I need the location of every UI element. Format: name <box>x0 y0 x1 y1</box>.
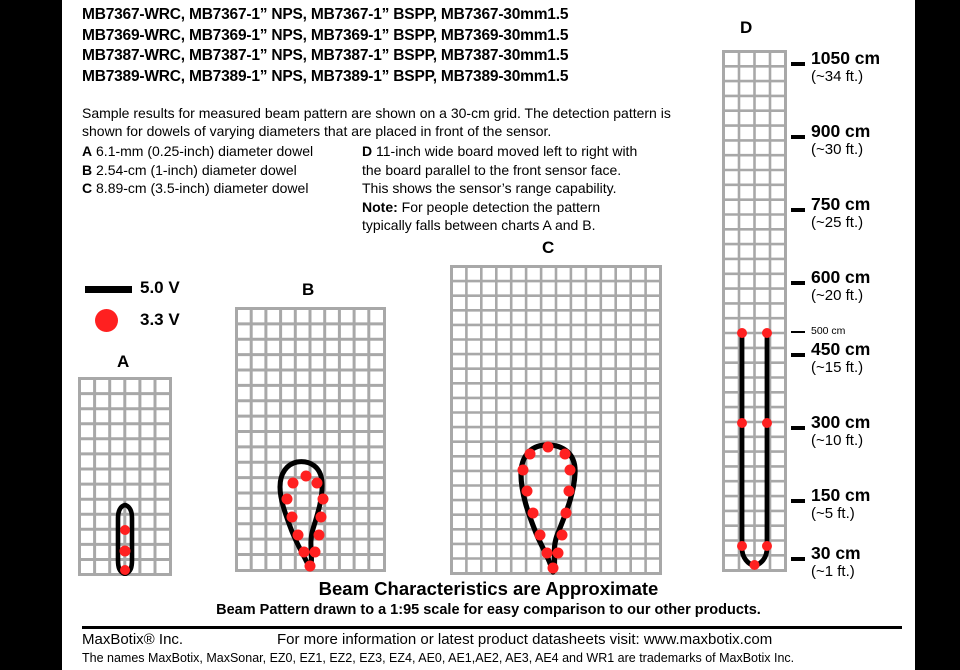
beam-outline-a <box>115 502 135 576</box>
legend-dot-label: 3.3 V <box>140 310 180 329</box>
scale-cm-300: 300 cm <box>811 412 871 432</box>
beam-chart-a-svg <box>78 377 172 576</box>
d-text-1: 11-inch wide board moved left to right w… <box>376 143 638 159</box>
scale-ft-150: (~5 ft.) <box>811 505 855 522</box>
datasheet-page: MB7367-WRC, MB7367-1” NPS, MB7367-1” BSP… <box>62 0 915 670</box>
beam-chart-c <box>450 265 662 575</box>
d-line-3: This shows the sensor’s range capability… <box>362 180 617 196</box>
scale-ft-1050: (~34 ft.) <box>811 68 864 85</box>
dowel-item-c: C 8.89-cm (3.5-inch) diameter dowel <box>82 179 372 198</box>
scale-cm-750: 750 cm <box>811 194 871 214</box>
d-key: D <box>362 143 373 159</box>
product-title: MB7367-WRC, MB7367-1” NPS, MB7367-1” BSP… <box>82 5 742 87</box>
scale-ft-900: (~30 ft.) <box>811 141 864 158</box>
scale-cm-150: 150 cm <box>811 485 871 505</box>
scale-cm-450: 450 cm <box>811 339 871 359</box>
dowel-key-a: A <box>82 143 93 159</box>
legend-line-swatch <box>85 286 132 293</box>
beam-chart-b-svg <box>235 307 386 572</box>
chart-label-b: B <box>302 280 315 299</box>
title-line-4: MB7389-WRC, MB7389-1” NPS, MB7389-1” BSP… <box>82 67 569 85</box>
dowel-text-b: 2.54-cm (1-inch) diameter dowel <box>96 161 297 178</box>
dowel-key-b: B <box>82 161 93 178</box>
detection-points-b <box>281 470 329 572</box>
footer-divider <box>82 626 902 629</box>
grid-a <box>78 377 172 576</box>
chart-label-a: A <box>117 352 130 371</box>
scale-cm-30: 30 cm <box>811 543 861 563</box>
scale-ft-600: (~20 ft.) <box>811 287 864 304</box>
scale-cm-1050: 1050 cm <box>811 48 881 68</box>
beam-chart-a <box>78 377 172 576</box>
beam-chart-d-svg <box>722 50 787 572</box>
detection-points-a <box>119 525 131 575</box>
scale-tick-1050 <box>791 62 805 66</box>
note-text-2: typically falls between charts A and B. <box>362 217 596 233</box>
dowel-text-c: 8.89-cm (3.5-inch) diameter dowel <box>96 180 309 196</box>
title-line-3: MB7387-WRC, MB7387-1” NPS, MB7387-1” BSP… <box>82 47 569 64</box>
detection-points-c <box>517 441 576 574</box>
scale-tick-450 <box>791 353 805 357</box>
d-line-1: D 11-inch wide board moved left to right… <box>362 142 707 161</box>
chart-label-d: D <box>740 18 753 37</box>
beam-chart-b <box>235 307 386 572</box>
scale-tick-750 <box>791 208 805 212</box>
scale-ft-750: (~25 ft.) <box>811 214 864 231</box>
scale-ft-30: (~1 ft.) <box>811 563 855 580</box>
caption-primary: Beam Characteristics are Approximate <box>318 578 659 599</box>
dowel-legend-list: A 6.1-mm (0.25-inch) diameter dowel B 2.… <box>82 142 372 198</box>
dowel-key-c: C <box>82 180 93 196</box>
grid-b <box>235 307 386 572</box>
scale-tick-600 <box>791 281 805 285</box>
beam-outline-b <box>277 459 325 572</box>
chart-label-c: C <box>542 238 555 257</box>
footer-company: MaxBotix® Inc. <box>82 631 184 648</box>
d-description-block: D 11-inch wide board moved left to right… <box>362 142 707 235</box>
dowel-text-a: 6.1-mm (0.25-inch) diameter dowel <box>96 143 314 159</box>
note-text-1: For people detection the pattern <box>401 198 601 215</box>
scale-ft-300: (~10 ft.) <box>811 432 864 449</box>
scale-tick-900 <box>791 135 805 139</box>
d-line-2: the board parallel to the front sensor f… <box>362 161 622 178</box>
scale-tick-300 <box>791 426 805 430</box>
legend-dot-swatch <box>95 309 118 332</box>
scale-ft-450: (~15 ft.) <box>811 359 864 376</box>
footer-trademarks: The names MaxBotix, MaxSonar, EZ0, EZ1, … <box>82 651 795 665</box>
grid-d <box>722 50 787 572</box>
title-line-1: MB7367-WRC, MB7367-1” NPS, MB7367-1” BSP… <box>82 6 569 23</box>
scale-tick-150 <box>791 499 805 503</box>
dowel-item-b: B 2.54-cm (1-inch) diameter dowel <box>82 161 372 180</box>
footer-visit[interactable]: For more information or latest product d… <box>277 631 773 648</box>
grid-c <box>450 265 662 575</box>
scale-cm-600: 600 cm <box>811 267 871 287</box>
d-note-line: Note: For people detection the pattern <box>362 198 707 217</box>
beam-chart-c-svg <box>450 265 662 575</box>
note-label: Note: <box>362 198 398 215</box>
scale-cm-900: 900 cm <box>811 121 871 141</box>
dowel-item-a: A 6.1-mm (0.25-inch) diameter dowel <box>82 142 372 161</box>
title-line-2: MB7369-WRC, MB7369-1” NPS, MB7369-1” BSP… <box>82 26 569 44</box>
detection-points-d <box>737 328 772 570</box>
beam-chart-d <box>722 50 787 572</box>
scale-tick-30 <box>791 557 805 561</box>
scale-tick-500 <box>791 331 805 333</box>
intro-paragraph: Sample results for measured beam pattern… <box>82 105 671 139</box>
legend-line-label: 5.0 V <box>140 278 180 297</box>
caption-secondary: Beam Pattern drawn to a 1:95 scale for e… <box>216 602 761 618</box>
scale-cm-500: 500 cm <box>811 325 846 337</box>
